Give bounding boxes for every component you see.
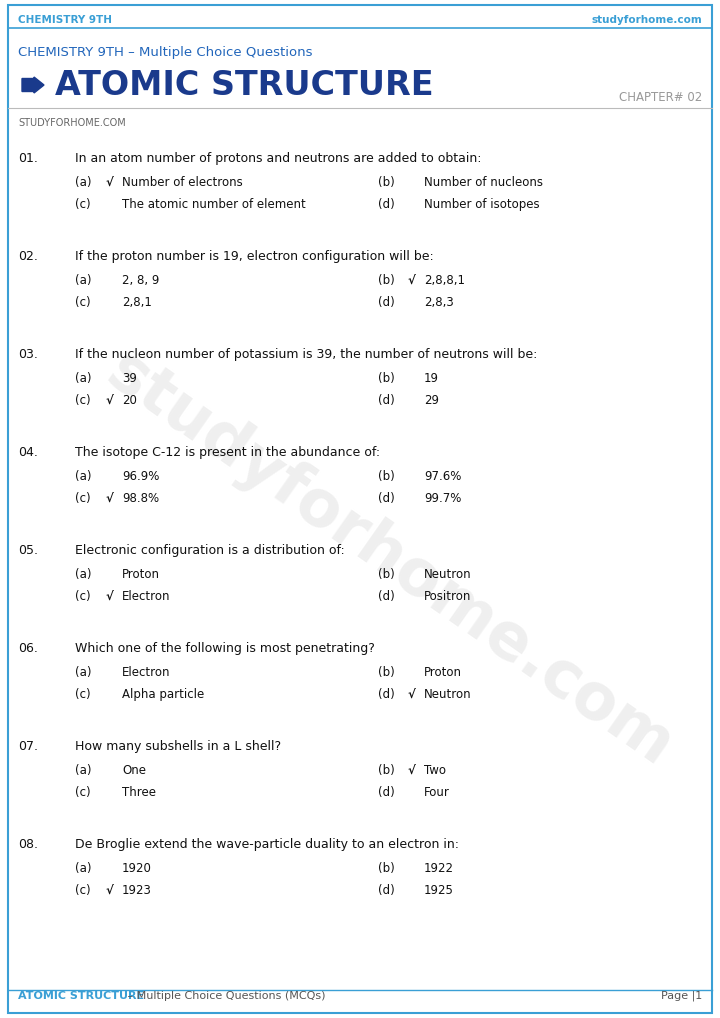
FancyArrow shape xyxy=(22,77,44,93)
Text: √: √ xyxy=(106,884,114,897)
Text: Number of nucleons: Number of nucleons xyxy=(424,176,543,189)
Text: (a): (a) xyxy=(75,568,91,581)
Text: STUDYFORHOME.COM: STUDYFORHOME.COM xyxy=(18,118,126,128)
Text: Three: Three xyxy=(122,786,156,799)
Text: Proton: Proton xyxy=(122,568,160,581)
Text: 05.: 05. xyxy=(18,544,38,557)
Text: 99.7%: 99.7% xyxy=(424,492,462,505)
Text: 2,8,8,1: 2,8,8,1 xyxy=(424,274,465,287)
Text: Number of isotopes: Number of isotopes xyxy=(424,197,539,211)
Text: √: √ xyxy=(106,394,114,407)
Text: 03.: 03. xyxy=(18,348,38,361)
Text: studyforhome.com: studyforhome.com xyxy=(95,340,685,780)
Text: (a): (a) xyxy=(75,862,91,875)
Text: (c): (c) xyxy=(75,884,91,897)
Text: Neutron: Neutron xyxy=(424,568,472,581)
Text: (d): (d) xyxy=(378,590,395,603)
Text: (b): (b) xyxy=(378,176,395,189)
Text: 29: 29 xyxy=(424,394,439,407)
Text: 19: 19 xyxy=(424,372,439,385)
Text: ATOMIC STRUCTURE: ATOMIC STRUCTURE xyxy=(18,991,144,1001)
Text: (c): (c) xyxy=(75,590,91,603)
Text: (d): (d) xyxy=(378,884,395,897)
Text: 2,8,1: 2,8,1 xyxy=(122,296,152,309)
Text: Which one of the following is most penetrating?: Which one of the following is most penet… xyxy=(75,642,375,655)
Text: Two: Two xyxy=(424,764,446,777)
Text: (b): (b) xyxy=(378,764,395,777)
Text: Electron: Electron xyxy=(122,666,171,679)
Text: 97.6%: 97.6% xyxy=(424,470,462,483)
Text: If the proton number is 19, electron configuration will be:: If the proton number is 19, electron con… xyxy=(75,250,433,263)
Text: √: √ xyxy=(408,688,416,701)
Text: Number of electrons: Number of electrons xyxy=(122,176,243,189)
Text: 39: 39 xyxy=(122,372,137,385)
Text: Neutron: Neutron xyxy=(424,688,472,701)
Text: (b): (b) xyxy=(378,274,395,287)
Text: (a): (a) xyxy=(75,666,91,679)
Text: (b): (b) xyxy=(378,862,395,875)
Text: (c): (c) xyxy=(75,688,91,701)
Text: CHEMISTRY 9TH: CHEMISTRY 9TH xyxy=(18,15,112,25)
Text: In an atom number of protons and neutrons are added to obtain:: In an atom number of protons and neutron… xyxy=(75,152,482,165)
Text: √: √ xyxy=(408,274,416,287)
Text: (a): (a) xyxy=(75,764,91,777)
Text: 2, 8, 9: 2, 8, 9 xyxy=(122,274,159,287)
Text: (a): (a) xyxy=(75,274,91,287)
Text: (b): (b) xyxy=(378,372,395,385)
Text: Positron: Positron xyxy=(424,590,472,603)
Text: (c): (c) xyxy=(75,786,91,799)
Text: (a): (a) xyxy=(75,176,91,189)
Text: √: √ xyxy=(106,176,114,189)
Text: 20: 20 xyxy=(122,394,137,407)
Text: CHAPTER# 02: CHAPTER# 02 xyxy=(618,91,702,104)
Text: (d): (d) xyxy=(378,786,395,799)
Text: The atomic number of element: The atomic number of element xyxy=(122,197,306,211)
Text: (c): (c) xyxy=(75,492,91,505)
Text: 06.: 06. xyxy=(18,642,38,655)
Text: 01.: 01. xyxy=(18,152,38,165)
Text: 02.: 02. xyxy=(18,250,38,263)
Text: 1920: 1920 xyxy=(122,862,152,875)
Text: (d): (d) xyxy=(378,492,395,505)
Text: (b): (b) xyxy=(378,568,395,581)
Text: 1922: 1922 xyxy=(424,862,454,875)
Text: (d): (d) xyxy=(378,688,395,701)
Text: √: √ xyxy=(106,492,114,505)
Text: ATOMIC STRUCTURE: ATOMIC STRUCTURE xyxy=(55,68,433,102)
Text: Proton: Proton xyxy=(424,666,462,679)
Text: √: √ xyxy=(106,590,114,603)
Text: studyforhome.com: studyforhome.com xyxy=(591,15,702,25)
Text: One: One xyxy=(122,764,146,777)
Text: (c): (c) xyxy=(75,394,91,407)
Text: (c): (c) xyxy=(75,197,91,211)
Text: Four: Four xyxy=(424,786,450,799)
Text: (a): (a) xyxy=(75,470,91,483)
Text: 07.: 07. xyxy=(18,740,38,753)
Text: The isotope C-12 is present in the abundance of:: The isotope C-12 is present in the abund… xyxy=(75,446,380,459)
Text: 98.8%: 98.8% xyxy=(122,492,159,505)
Text: (d): (d) xyxy=(378,394,395,407)
Text: Alpha particle: Alpha particle xyxy=(122,688,204,701)
Text: Electron: Electron xyxy=(122,590,171,603)
Text: – Multiple Choice Questions (MCQs): – Multiple Choice Questions (MCQs) xyxy=(124,991,325,1001)
Text: (d): (d) xyxy=(378,296,395,309)
Text: √: √ xyxy=(408,764,416,777)
Text: If the nucleon number of potassium is 39, the number of neutrons will be:: If the nucleon number of potassium is 39… xyxy=(75,348,537,361)
Text: 08.: 08. xyxy=(18,838,38,851)
Text: 1925: 1925 xyxy=(424,884,454,897)
Text: (d): (d) xyxy=(378,197,395,211)
Text: 96.9%: 96.9% xyxy=(122,470,159,483)
Text: Electronic configuration is a distribution of:: Electronic configuration is a distributi… xyxy=(75,544,345,557)
Text: 04.: 04. xyxy=(18,446,38,459)
Text: (b): (b) xyxy=(378,470,395,483)
Text: (b): (b) xyxy=(378,666,395,679)
Text: (c): (c) xyxy=(75,296,91,309)
Text: CHEMISTRY 9TH – Multiple Choice Questions: CHEMISTRY 9TH – Multiple Choice Question… xyxy=(18,46,312,58)
Text: De Broglie extend the wave-particle duality to an electron in:: De Broglie extend the wave-particle dual… xyxy=(75,838,459,851)
Text: 1923: 1923 xyxy=(122,884,152,897)
Text: (a): (a) xyxy=(75,372,91,385)
Text: How many subshells in a L shell?: How many subshells in a L shell? xyxy=(75,740,281,753)
Text: Page |1: Page |1 xyxy=(661,991,702,1002)
Text: 2,8,3: 2,8,3 xyxy=(424,296,454,309)
